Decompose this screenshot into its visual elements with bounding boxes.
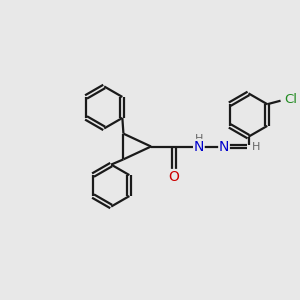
Text: N: N	[219, 140, 229, 154]
Text: Cl: Cl	[284, 93, 297, 106]
Text: O: O	[168, 169, 179, 184]
Text: H: H	[195, 134, 203, 144]
Text: N: N	[194, 140, 204, 154]
Text: H: H	[252, 142, 260, 152]
